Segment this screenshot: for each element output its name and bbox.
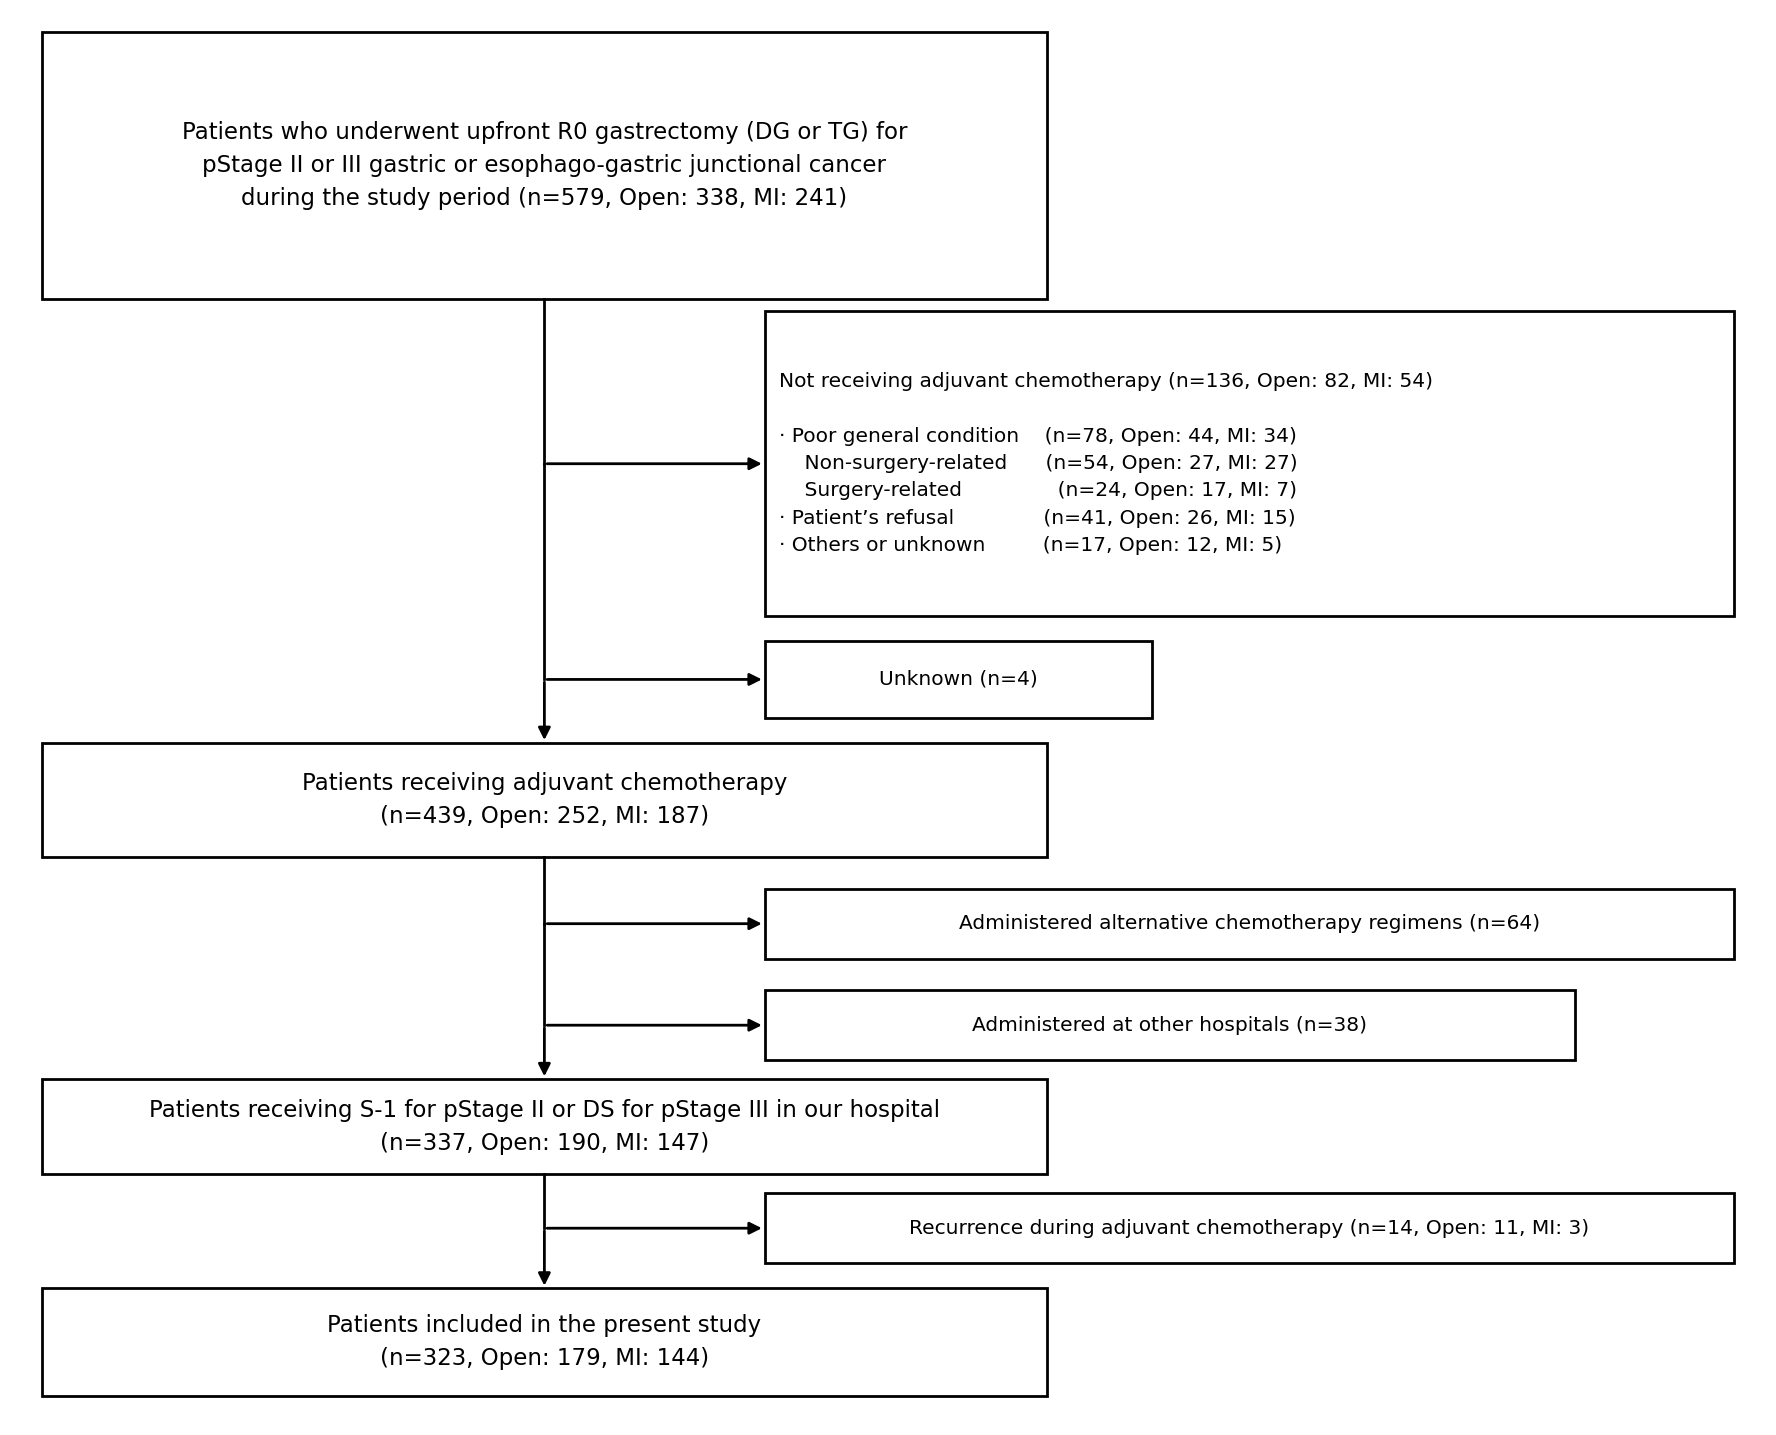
Bar	[765, 641, 1153, 718]
Bar	[43, 743, 1046, 857]
Text: Patients who underwent upfront R0 gastrectomy (DG or TG) for
pStage II or III ga: Patients who underwent upfront R0 gastre…	[181, 121, 908, 210]
Bar	[765, 990, 1575, 1060]
Text: Patients receiving adjuvant chemotherapy
(n=439, Open: 252, MI: 187): Patients receiving adjuvant chemotherapy…	[302, 772, 787, 828]
Text: Patients included in the present study
(n=323, Open: 179, MI: 144): Patients included in the present study (…	[327, 1314, 762, 1370]
Text: Patients receiving S-1 for pStage II or DS for pStage III in our hospital
(n=337: Patients receiving S-1 for pStage II or …	[149, 1099, 940, 1155]
Text: Not receiving adjuvant chemotherapy (n=136, Open: 82, MI: 54)

· Poor general co: Not receiving adjuvant chemotherapy (n=1…	[778, 373, 1433, 555]
Bar	[765, 1194, 1733, 1263]
Bar	[765, 888, 1733, 959]
Bar	[43, 33, 1046, 298]
Bar	[43, 1289, 1046, 1396]
Bar	[43, 1079, 1046, 1174]
Text: Administered at other hospitals (n=38): Administered at other hospitals (n=38)	[973, 1016, 1368, 1035]
Text: Recurrence during adjuvant chemotherapy (n=14, Open: 11, MI: 3): Recurrence during adjuvant chemotherapy …	[909, 1218, 1590, 1238]
Bar	[765, 311, 1733, 616]
Text: Administered alternative chemotherapy regimens (n=64): Administered alternative chemotherapy re…	[959, 914, 1540, 933]
Text: Unknown (n=4): Unknown (n=4)	[879, 670, 1037, 689]
